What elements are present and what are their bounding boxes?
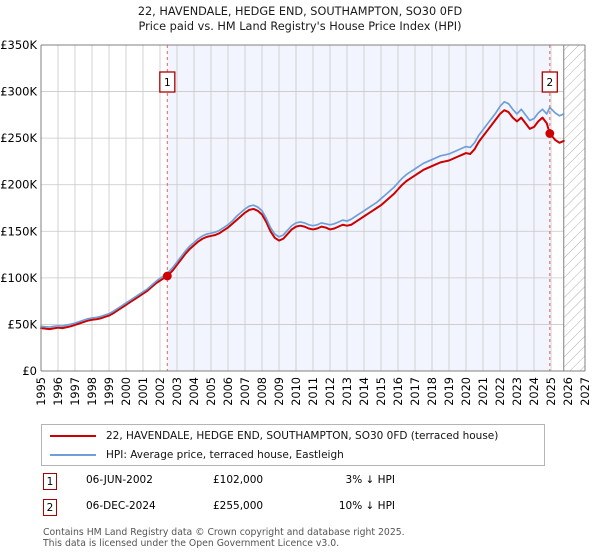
sale-marker-label-1: 1 [164,77,171,89]
x-axis-tick-label: 2011 [307,377,320,406]
x-axis-tick-label: 2002 [154,377,167,406]
x-axis-tick-label: 2018 [426,377,439,406]
x-axis-tick-label: 2009 [273,377,286,406]
legend-swatch-price-paid [50,435,96,437]
transaction-badge-2: 2 [43,499,57,516]
transaction-hpi-delta-1: 3% ↓ HPI [345,474,395,486]
transaction-date-1: 06-JUN-2002 [86,474,153,486]
x-axis-tick-label: 2001 [137,377,150,406]
x-axis-tick-label: 2024 [528,377,541,406]
y-axis-tick-label: £350K [0,38,37,52]
page-title: 22, HAVENDALE, HEDGE END, SOUTHAMPTON, S… [0,4,600,34]
x-axis-tick-label: 2019 [443,377,456,406]
x-axis-tick-label: 2004 [188,377,201,406]
x-axis-tick-label: 2022 [494,377,507,406]
x-axis-tick-label: 2027 [579,377,592,406]
x-axis-tick-label: 2000 [120,377,133,406]
y-axis-tick-label: £0 [22,364,37,378]
x-axis-tick-label: 1997 [69,377,82,406]
x-axis-tick-label: 1995 [35,377,48,406]
legend-item-hpi: HPI: Average price, terraced house, East… [50,445,344,465]
x-axis-tick-label: 2008 [256,377,269,406]
ownership-band [167,45,550,371]
table-row: 1 06-JUN-2002 £102,000 3% ↓ HPI [41,472,491,498]
transaction-hpi-delta-2: 10% ↓ HPI [338,500,395,512]
transactions-table: 1 06-JUN-2002 £102,000 3% ↓ HPI 2 06-DEC… [41,472,491,524]
x-axis-tick-label: 2007 [239,377,252,406]
x-axis-tick-label: 2020 [460,377,473,406]
table-row: 2 06-DEC-2024 £255,000 10% ↓ HPI [41,498,491,524]
sale-marker-label-2: 2 [546,77,553,89]
x-axis-tick-label: 2015 [375,377,388,406]
sale-point-2 [545,129,555,138]
x-axis-tick-label: 2017 [409,377,422,406]
transaction-price-1: £102,000 [213,474,264,486]
legend-label-hpi: HPI: Average price, terraced house, East… [106,449,344,461]
footer-line-2: This data is licensed under the Open Gov… [43,538,340,549]
footer-line-1: Contains HM Land Registry data © Crown c… [43,527,405,538]
transaction-price-2: £255,000 [213,500,264,512]
copyright-footer: Contains HM Land Registry data © Crown c… [43,527,563,549]
title-line-2: Price paid vs. HM Land Registry's House … [138,20,462,33]
x-axis-tick-label: 1998 [86,377,99,406]
transaction-date-2: 06-DEC-2024 [86,500,156,512]
x-axis-tick-label: 2010 [290,377,303,406]
x-axis-tick-label: 1996 [52,377,65,406]
x-axis-tick-label: 1999 [103,377,116,406]
title-line-1: 22, HAVENDALE, HEDGE END, SOUTHAMPTON, S… [137,5,463,18]
y-axis-tick-label: £200K [0,178,37,192]
x-axis-tick-label: 2026 [562,377,575,406]
x-axis-tick-label: 2013 [341,377,354,406]
legend-item-price-paid: 22, HAVENDALE, HEDGE END, SOUTHAMPTON, S… [50,426,498,446]
x-axis-tick-label: 2025 [545,377,558,406]
x-axis-tick-label: 2005 [205,377,218,406]
transaction-badge-1: 1 [43,473,57,490]
x-axis-tick-label: 2006 [222,377,235,406]
x-axis-tick-label: 2016 [392,377,405,406]
x-axis-tick-label: 2012 [324,377,337,406]
y-axis-tick-label: £250K [0,131,37,145]
chart-canvas: 1 2 £0 £50K £100K £150K £200K £250K £300K £350K 19… [0,38,592,406]
sale-marker-box-2 [541,71,558,93]
forecast-hatch-region [563,45,585,371]
y-axis-tick-label: £150K [0,224,37,238]
legend-swatch-hpi [50,454,96,456]
x-axis-tick-label: 2021 [477,377,490,406]
series-hpi [40,100,565,328]
legend-label-price-paid: 22, HAVENDALE, HEDGE END, SOUTHAMPTON, S… [106,430,499,442]
sale-point-1 [162,271,172,281]
y-axis-tick-label: £300K [0,85,37,99]
y-axis-tick-label: £50K [8,317,38,331]
sale-marker-box-1 [159,71,176,93]
x-axis-tick-label: 2003 [171,377,184,406]
series-price-paid [40,109,565,331]
y-axis-tick-label: £100K [0,271,37,285]
x-axis-tick-label: 2023 [511,377,524,406]
x-axis-tick-label: 2014 [358,377,371,406]
chart-legend: 22, HAVENDALE, HEDGE END, SOUTHAMPTON, S… [41,424,545,466]
price-chart: 1 2 £0 £50K £100K £150K £200K £250K £300K £350K 19… [0,38,592,406]
